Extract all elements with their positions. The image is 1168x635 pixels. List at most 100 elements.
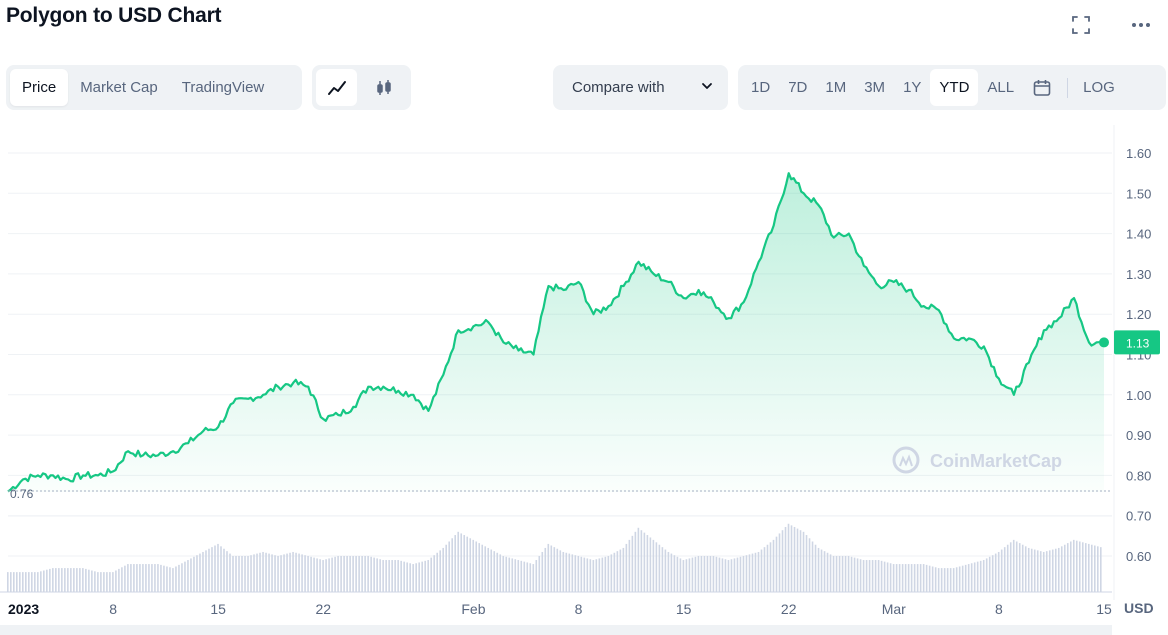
volume-bar	[286, 553, 288, 592]
volume-bar	[346, 556, 348, 592]
volume-bar	[43, 570, 45, 592]
volume-bar	[808, 538, 811, 592]
current-price-badge	[1114, 330, 1160, 355]
volume-bar	[151, 564, 153, 592]
volume-bar	[406, 562, 408, 592]
compare-with-select[interactable]: Compare with	[553, 65, 728, 110]
volume-bar	[913, 564, 916, 592]
volume-bar	[739, 556, 742, 592]
volume-bar	[637, 527, 640, 592]
volume-bar	[109, 572, 111, 592]
volume-bar	[670, 553, 673, 592]
volume-bar	[946, 568, 949, 592]
volume-bar	[790, 525, 793, 592]
volume-bar	[205, 550, 207, 592]
volume-bar	[904, 564, 907, 592]
volume-bar	[661, 547, 664, 592]
line-chart-icon[interactable]	[316, 69, 357, 106]
volume-bar	[526, 562, 529, 592]
volume-bar	[163, 565, 165, 592]
volume-bar	[292, 551, 294, 592]
range-navigator[interactable]	[0, 625, 1112, 635]
volume-bar	[829, 554, 832, 592]
current-price-label: 1.13	[1126, 336, 1150, 350]
volume-bar	[1099, 547, 1102, 592]
volume-bar	[34, 572, 36, 592]
volume-bar	[274, 555, 276, 592]
tab-price[interactable]: Price	[10, 69, 69, 106]
volume-bar	[40, 571, 42, 592]
volume-bar	[823, 551, 826, 592]
volume-bar	[559, 550, 562, 592]
volume-bar	[76, 568, 78, 592]
fullscreen-icon[interactable]	[1070, 14, 1092, 36]
volume-bar	[13, 572, 15, 592]
range-1d[interactable]: 1D	[751, 79, 771, 96]
volume-bar	[628, 539, 631, 592]
volume-bar	[976, 561, 979, 592]
volume-bar	[598, 558, 601, 592]
more-options-icon[interactable]	[1130, 14, 1152, 36]
volume-bar	[613, 552, 616, 592]
volume-bar	[22, 572, 24, 592]
volume-bar	[988, 556, 991, 592]
volume-bar	[649, 537, 652, 592]
x-tick-label: 8	[109, 601, 117, 617]
range-1m[interactable]: 1M	[825, 79, 847, 96]
volume-bar	[1096, 546, 1099, 592]
calendar-icon[interactable]	[1023, 69, 1061, 106]
volume-bar	[277, 556, 279, 592]
volume-bar	[247, 556, 249, 592]
volume-bar	[217, 543, 219, 592]
volume-bar	[157, 564, 159, 592]
start-price-label: 0.76	[10, 487, 34, 501]
volume-bar	[631, 535, 634, 592]
volume-bar	[412, 564, 414, 592]
volume-bar	[592, 560, 595, 592]
volume-bar	[964, 564, 967, 592]
volume-bar	[916, 564, 919, 592]
volume-bar	[754, 552, 757, 592]
range-all[interactable]: ALL	[987, 79, 1015, 96]
volume-bar	[706, 556, 709, 592]
tab-tradingview[interactable]: TradingView	[181, 79, 265, 96]
volume-bar	[814, 544, 817, 592]
volume-bar	[538, 556, 541, 592]
volume-bar	[250, 555, 252, 592]
volume-bar	[673, 555, 676, 592]
range-tab-group: 1D 7D 1M 3M 1Y YTD ALL LOG	[738, 65, 1166, 110]
volume-bar	[910, 564, 913, 592]
volume-bar	[589, 559, 592, 592]
y-tick-label: 0.80	[1126, 468, 1151, 483]
volume-bar	[892, 564, 895, 592]
volume-bar	[844, 556, 847, 592]
volume-bar	[181, 563, 183, 592]
volume-bar	[106, 572, 108, 592]
range-3m[interactable]: 3M	[864, 79, 886, 96]
volume-bar	[676, 556, 679, 592]
volume-bar	[607, 556, 610, 592]
volume-bar	[664, 549, 667, 592]
volume-bar	[259, 552, 261, 592]
range-7d[interactable]: 7D	[788, 79, 808, 96]
volume-bar	[307, 556, 309, 592]
range-1y[interactable]: 1Y	[903, 79, 922, 96]
volume-bar	[943, 568, 946, 592]
volume-bar	[304, 555, 306, 592]
volume-bar	[997, 551, 1000, 592]
range-ytd[interactable]: YTD	[930, 69, 979, 106]
log-scale-button[interactable]: LOG	[1083, 79, 1115, 96]
x-tick-label: 22	[315, 601, 331, 617]
volume-bar	[301, 554, 303, 592]
volume-bar	[895, 564, 898, 592]
volume-bar	[985, 558, 988, 592]
volume-bar	[772, 539, 775, 592]
tab-market-cap[interactable]: Market Cap	[80, 79, 158, 96]
volume-bar	[691, 557, 694, 592]
candlestick-icon[interactable]	[363, 69, 404, 106]
volume-bar	[1042, 551, 1045, 592]
volume-bar	[355, 556, 357, 592]
volume-bar	[64, 568, 66, 592]
volume-bar	[889, 563, 892, 592]
